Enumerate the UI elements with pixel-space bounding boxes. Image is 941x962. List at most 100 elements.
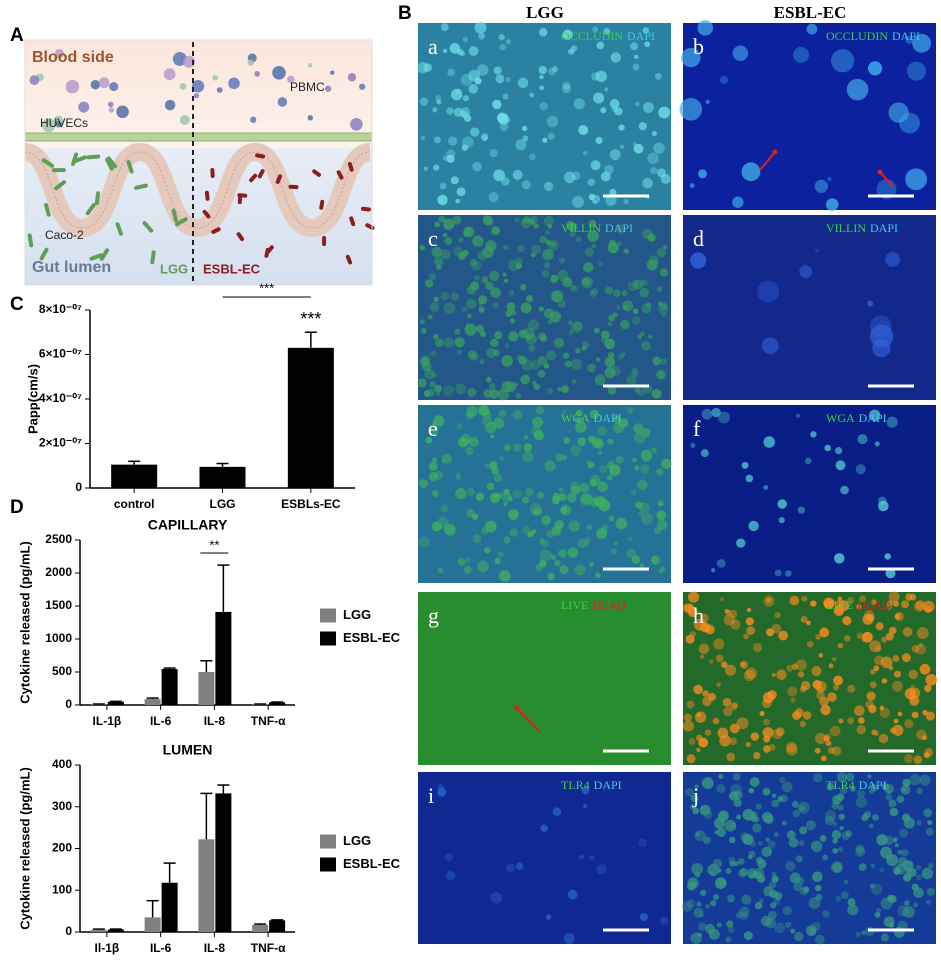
- bacterium: [105, 157, 114, 171]
- blood-cell: [247, 59, 254, 66]
- cell: [615, 224, 626, 235]
- bar: [269, 920, 286, 932]
- cell: [462, 95, 469, 102]
- cell: [762, 727, 774, 739]
- cell: [637, 479, 648, 491]
- arrow-head: [877, 169, 883, 175]
- cell: [609, 149, 621, 161]
- cell: [872, 814, 879, 821]
- cell: [424, 392, 429, 398]
- cell: [610, 548, 617, 555]
- cell: [656, 519, 668, 530]
- cell: [640, 449, 653, 462]
- cell: [748, 520, 759, 532]
- cell: [710, 900, 717, 907]
- panel-label: B: [398, 3, 412, 24]
- cell: [697, 20, 713, 36]
- cell: [615, 517, 628, 530]
- cell: [794, 931, 804, 942]
- cell: [531, 425, 542, 437]
- blood-cell: [90, 79, 101, 90]
- cell: [436, 99, 442, 105]
- cell: [922, 600, 935, 613]
- bacterium: [237, 193, 248, 198]
- cell: [562, 81, 571, 90]
- cell: [475, 492, 484, 501]
- cell: [656, 369, 666, 380]
- cell: [869, 788, 875, 794]
- cell: [503, 536, 511, 544]
- cell: [786, 664, 794, 672]
- x-tick-label: IL-1β: [93, 714, 122, 728]
- cell: [501, 491, 512, 503]
- cell: [694, 711, 707, 723]
- cell: [444, 237, 453, 246]
- cell: [427, 424, 440, 436]
- blood-cell: [107, 101, 114, 108]
- cell: [595, 136, 603, 145]
- cell: [516, 354, 523, 361]
- legend-label: ESBL-EC: [343, 856, 401, 871]
- cell: [640, 427, 650, 438]
- bar: [215, 611, 232, 705]
- cell: [523, 327, 535, 340]
- cell: [876, 834, 888, 846]
- blood-cell: [65, 79, 80, 94]
- y-tick-label: 200: [52, 841, 72, 855]
- arrow: [516, 707, 541, 733]
- bacterium: [86, 154, 101, 160]
- bacterium: [41, 158, 55, 168]
- cell: [894, 843, 899, 848]
- cell: [498, 34, 505, 41]
- stain-label: WGA: [561, 411, 590, 425]
- cell: [468, 83, 478, 94]
- cell: [509, 318, 516, 324]
- cell: [540, 539, 549, 548]
- cell: [521, 180, 531, 190]
- bacterium: [319, 199, 325, 210]
- cell: [869, 681, 877, 689]
- stain-label: VILLIN: [561, 221, 601, 235]
- y-axis-label: Papp(cm/s): [25, 364, 40, 434]
- cell: [753, 751, 761, 760]
- x-tick-label: LGG: [210, 497, 236, 511]
- cell: [527, 531, 534, 538]
- cell: [725, 867, 732, 875]
- cell: [797, 671, 805, 678]
- cell: [467, 488, 475, 496]
- cell: [581, 345, 587, 351]
- cell: [814, 732, 827, 745]
- cell: [885, 252, 901, 267]
- cell: [868, 704, 877, 714]
- cell: [699, 913, 704, 918]
- schematic-label: ESBL-EC: [203, 261, 261, 276]
- cell: [509, 290, 515, 296]
- cell: [440, 23, 449, 31]
- cell: [687, 591, 700, 603]
- schematic-label: Blood side: [32, 49, 114, 66]
- blood-cell: [179, 82, 187, 90]
- cell: [489, 389, 500, 399]
- stain-label: TLR4: [826, 778, 855, 792]
- cell: [766, 628, 774, 637]
- cell: [635, 101, 640, 107]
- cell: [593, 92, 605, 104]
- cell: [870, 324, 894, 348]
- cell: [745, 667, 758, 680]
- cell: [855, 844, 865, 854]
- cell: [792, 809, 800, 818]
- cell: [656, 247, 666, 258]
- cell: [626, 374, 637, 385]
- stain-label: WGA: [826, 411, 855, 425]
- cell: [587, 363, 596, 373]
- cell: [845, 830, 853, 838]
- cell: [787, 686, 798, 697]
- cell: [690, 252, 707, 269]
- cell: [614, 107, 623, 116]
- cell: [492, 302, 499, 309]
- cell: [855, 846, 866, 857]
- cell: [770, 902, 777, 909]
- panel-letter: e: [428, 416, 438, 441]
- cell: [820, 704, 831, 716]
- cell: [515, 257, 523, 266]
